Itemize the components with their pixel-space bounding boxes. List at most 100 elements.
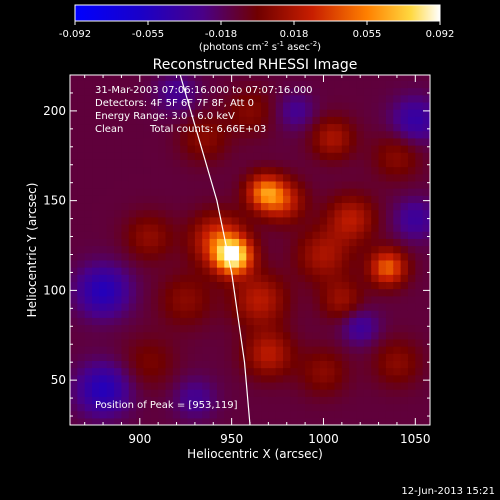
heatmap-cell [341, 324, 350, 333]
heatmap-cell [150, 360, 159, 369]
heatmap-cell [77, 80, 86, 89]
heatmap-cell [422, 209, 430, 218]
heatmap-cell [327, 403, 336, 412]
heatmap-cell [312, 152, 321, 160]
heatmap-cell [305, 274, 314, 283]
heatmap-cell [253, 188, 262, 196]
heatmap-cell [136, 274, 145, 283]
heatmap-cell [158, 374, 167, 383]
heatmap-cell [202, 75, 211, 81]
heatmap-cell [224, 338, 233, 347]
heatmap-cell [84, 317, 93, 326]
heatmap-cell [224, 75, 233, 81]
heatmap-cell [143, 223, 152, 232]
heatmap-cell [407, 324, 416, 333]
heatmap-cell [143, 87, 152, 96]
heatmap-cell [305, 75, 314, 81]
heatmap-cell [121, 238, 130, 247]
heatmap-cell [92, 324, 100, 333]
heatmap-cell [261, 80, 269, 89]
heatmap-cell [312, 252, 321, 261]
heatmap-cell [407, 346, 416, 354]
heatmap-cell [172, 101, 181, 110]
heatmap-cell [290, 238, 299, 247]
heatmap-cell [305, 317, 314, 326]
heatmap-cell [187, 80, 196, 89]
heatmap-cell [385, 101, 394, 110]
heatmap-cell [246, 195, 255, 204]
heatmap-cell [371, 75, 380, 81]
heatmap-cell [268, 259, 277, 268]
heatmap-cell [371, 288, 380, 297]
heatmap-cell [150, 410, 159, 419]
heatmap-cell [92, 367, 100, 376]
heatmap-cell [385, 80, 394, 89]
heatmap-cell [150, 94, 159, 103]
heatmap-cell [305, 331, 314, 340]
heatmap-cell [327, 288, 336, 297]
heatmap-cell [99, 152, 108, 160]
heatmap-cell [238, 324, 247, 333]
heatmap-cell [99, 317, 108, 326]
heatmap-cell [356, 346, 365, 354]
heatmap-cell [84, 209, 93, 218]
heatmap-cell [253, 166, 262, 175]
heatmap-cell [422, 166, 430, 175]
heatmap-cell [312, 360, 321, 369]
heatmap-cell [371, 180, 380, 189]
heatmap-cell [246, 338, 255, 347]
heatmap-cell [253, 209, 262, 218]
heatmap-cell [297, 94, 306, 103]
heatmap-cell [194, 75, 203, 81]
heatmap-cell [165, 188, 174, 196]
heatmap-cell [261, 216, 269, 225]
heatmap-cell [290, 152, 299, 160]
heatmap-cell [407, 295, 416, 304]
heatmap-cell [356, 252, 365, 261]
heatmap-cell [143, 338, 152, 347]
heatmap-cell [158, 75, 167, 81]
heatmap-cell [121, 195, 130, 204]
heatmap-cell [180, 403, 189, 412]
heatmap-cell [275, 130, 284, 139]
heatmap-cell [363, 173, 372, 182]
heatmap-cell [290, 353, 299, 361]
heatmap-cell [415, 145, 424, 153]
heatmap-cell [407, 152, 416, 160]
heatmap-cell [136, 87, 145, 96]
heatmap-cell [150, 281, 159, 290]
heatmap-cell [224, 145, 233, 153]
heatmap-cell [172, 94, 181, 103]
heatmap-cell [385, 417, 394, 425]
heatmap-cell [283, 116, 292, 125]
heatmap-cell [393, 302, 402, 311]
heatmap-cell [172, 396, 181, 405]
heatmap-cell [283, 331, 292, 340]
heatmap-cell [246, 145, 255, 153]
heatmap-cell [231, 374, 240, 383]
heatmap-cell [297, 123, 306, 132]
heatmap-cell [268, 223, 277, 232]
heatmap-cell [70, 195, 78, 204]
heatmap-cell [319, 80, 328, 89]
heatmap-cell [77, 317, 86, 326]
heatmap-cell [209, 381, 218, 390]
heatmap-cell [143, 137, 152, 146]
heatmap-cell [216, 195, 225, 204]
heatmap-cell [378, 381, 387, 390]
heatmap-cell [99, 267, 108, 275]
heatmap-cell [349, 159, 358, 168]
heatmap-cell [341, 417, 350, 425]
heatmap-cell [415, 209, 424, 218]
colorbar-gradient [75, 5, 440, 21]
heatmap-cell [261, 245, 269, 254]
heatmap-cell [371, 381, 380, 390]
heatmap-cell [231, 317, 240, 326]
heatmap-cell [106, 152, 115, 160]
heatmap-cell [77, 231, 86, 239]
heatmap-cell [92, 267, 100, 275]
heatmap-cell [216, 180, 225, 189]
heatmap-cell [415, 109, 424, 117]
heatmap-cell [371, 403, 380, 412]
heatmap-cell [180, 324, 189, 333]
